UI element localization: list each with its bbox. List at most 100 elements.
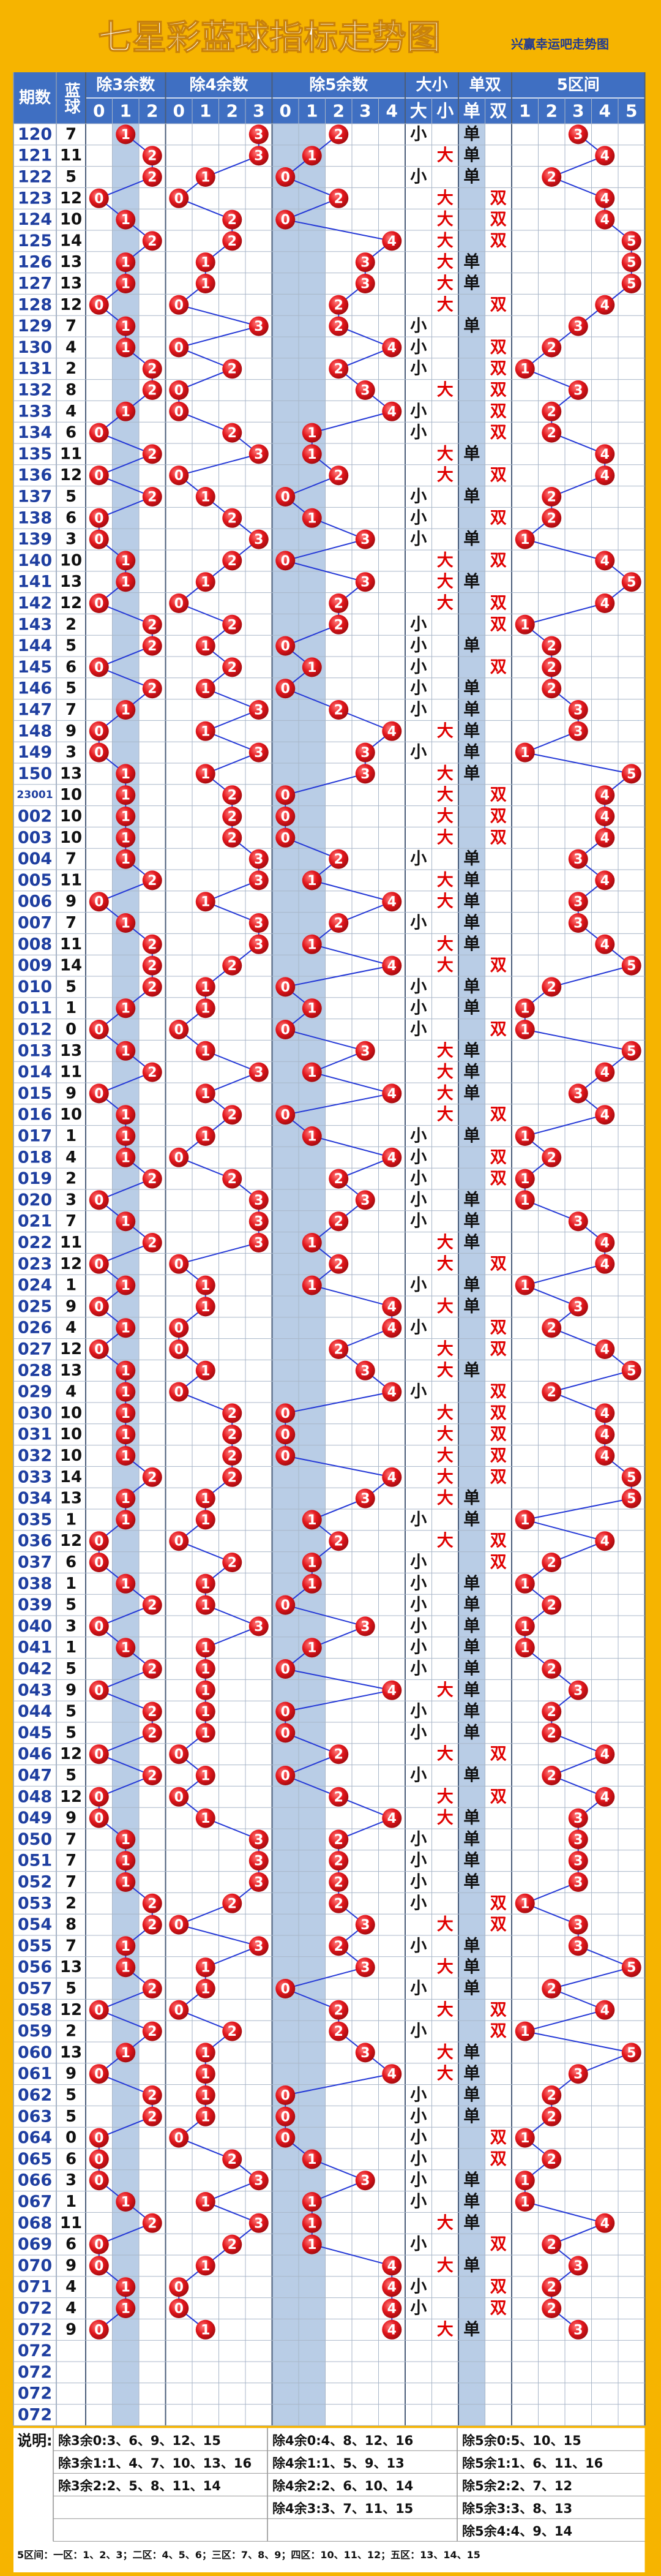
size-mark: 小 xyxy=(410,1723,427,1742)
ball-digit: 4 xyxy=(600,1534,610,1550)
ball-digit: 4 xyxy=(387,1470,397,1485)
blue-ball: 7 xyxy=(65,125,77,143)
parity-mark: 单 xyxy=(463,1297,480,1316)
number-ball xyxy=(142,2213,162,2233)
ball-digit: 0 xyxy=(94,724,103,739)
number-ball xyxy=(169,295,189,315)
ball-digit: 2 xyxy=(148,980,157,995)
header-group: 除4余数 xyxy=(189,75,248,94)
size-mark: 小 xyxy=(410,1766,427,1785)
ball-digit: 2 xyxy=(334,1939,343,1954)
ball-digit: 3 xyxy=(573,724,583,739)
note-line: 除5余0:5、10、15 xyxy=(462,2433,581,2448)
number-ball xyxy=(275,785,296,805)
number-ball xyxy=(142,1766,162,1785)
blue-ball: 7 xyxy=(65,1873,77,1891)
number-ball xyxy=(222,508,242,528)
number-ball xyxy=(222,1446,242,1466)
ball-digit: 0 xyxy=(174,597,184,612)
notes-background xyxy=(13,2428,645,2572)
period: 053 xyxy=(18,1894,52,1913)
size-mark: 小 xyxy=(410,1510,427,1529)
number-ball xyxy=(116,337,136,358)
period: 133 xyxy=(18,402,52,421)
ball-digit: 0 xyxy=(281,1662,290,1678)
number-ball xyxy=(568,380,588,400)
sub-header: 3 xyxy=(572,101,584,121)
ball-digit: 1 xyxy=(121,1129,130,1145)
number-ball xyxy=(195,274,215,293)
blue-ball: 12 xyxy=(60,2001,82,2019)
number-ball xyxy=(275,167,296,187)
ball-digit: 1 xyxy=(121,1960,130,1976)
blue-ball: 0 xyxy=(65,2129,77,2147)
number-ball xyxy=(515,529,535,549)
sub-header: 小 xyxy=(436,101,454,121)
ball-digit: 3 xyxy=(573,852,583,867)
ball-digit: 1 xyxy=(307,1556,316,1571)
number-ball xyxy=(195,1979,215,1998)
blue-ball: 5 xyxy=(65,679,77,698)
period: 057 xyxy=(18,1979,52,1998)
size-mark: 小 xyxy=(410,508,427,527)
parity-mark: 双 xyxy=(490,1787,507,1806)
ball-digit: 4 xyxy=(600,298,610,313)
ball-digit: 1 xyxy=(201,1598,210,1613)
blue-ball: 6 xyxy=(65,424,77,442)
number-ball xyxy=(195,1808,215,1828)
ball-digit: 4 xyxy=(387,724,397,739)
parity-mark: 单 xyxy=(463,1681,480,1700)
ball-digit: 2 xyxy=(228,2237,237,2253)
blue-ball: 2 xyxy=(65,1894,77,1913)
parity-mark: 单 xyxy=(463,2065,480,2084)
ball-digit: 1 xyxy=(121,852,130,867)
ball-digit: 3 xyxy=(360,1960,370,1976)
period: 070 xyxy=(18,2256,52,2275)
number-ball xyxy=(621,231,641,251)
ball-digit: 2 xyxy=(228,1172,237,1187)
ball-digit: 1 xyxy=(520,1129,529,1145)
parity-mark: 双 xyxy=(490,1447,507,1466)
parity-mark: 单 xyxy=(463,977,480,996)
parity-mark: 单 xyxy=(463,1766,480,1785)
ball-digit: 0 xyxy=(281,682,290,697)
ball-digit: 3 xyxy=(254,745,263,761)
ball-digit: 0 xyxy=(94,1193,103,1208)
ball-digit: 1 xyxy=(307,2216,316,2231)
number-ball xyxy=(116,2043,136,2063)
size-mark: 大 xyxy=(437,573,454,592)
number-ball xyxy=(195,167,215,187)
number-ball xyxy=(222,614,242,635)
ball-digit: 1 xyxy=(307,2237,316,2253)
size-mark: 小 xyxy=(410,2128,427,2147)
period: 043 xyxy=(18,1681,52,1700)
blue-ball: 10 xyxy=(60,1447,82,1465)
ball-digit: 2 xyxy=(547,490,556,505)
ball-digit: 3 xyxy=(360,575,370,590)
period: 049 xyxy=(18,1809,52,1828)
ball-digit: 2 xyxy=(148,1704,157,1720)
period: 027 xyxy=(18,1340,52,1359)
number-ball xyxy=(89,508,109,528)
number-ball xyxy=(116,913,136,933)
ball-digit: 2 xyxy=(148,362,157,377)
number-ball xyxy=(248,2213,269,2233)
ball-digit: 1 xyxy=(201,1704,210,1720)
number-ball xyxy=(248,1211,269,1232)
ball-digit: 3 xyxy=(254,2174,263,2189)
period: 024 xyxy=(18,1276,52,1295)
ball-digit: 1 xyxy=(307,873,316,889)
ball-digit: 1 xyxy=(201,1769,210,1784)
parity-mark: 双 xyxy=(490,2235,507,2254)
ball-digit: 0 xyxy=(174,1918,184,1933)
number-ball xyxy=(195,252,215,273)
number-ball xyxy=(142,977,162,997)
period: 008 xyxy=(18,935,52,954)
ball-digit: 1 xyxy=(520,1641,529,1656)
number-ball xyxy=(222,955,242,976)
number-ball xyxy=(515,1190,535,1210)
ball-digit: 1 xyxy=(121,1108,130,1123)
number-ball xyxy=(302,1510,322,1530)
number-ball xyxy=(595,465,615,486)
parity-mark: 双 xyxy=(490,1254,507,1273)
